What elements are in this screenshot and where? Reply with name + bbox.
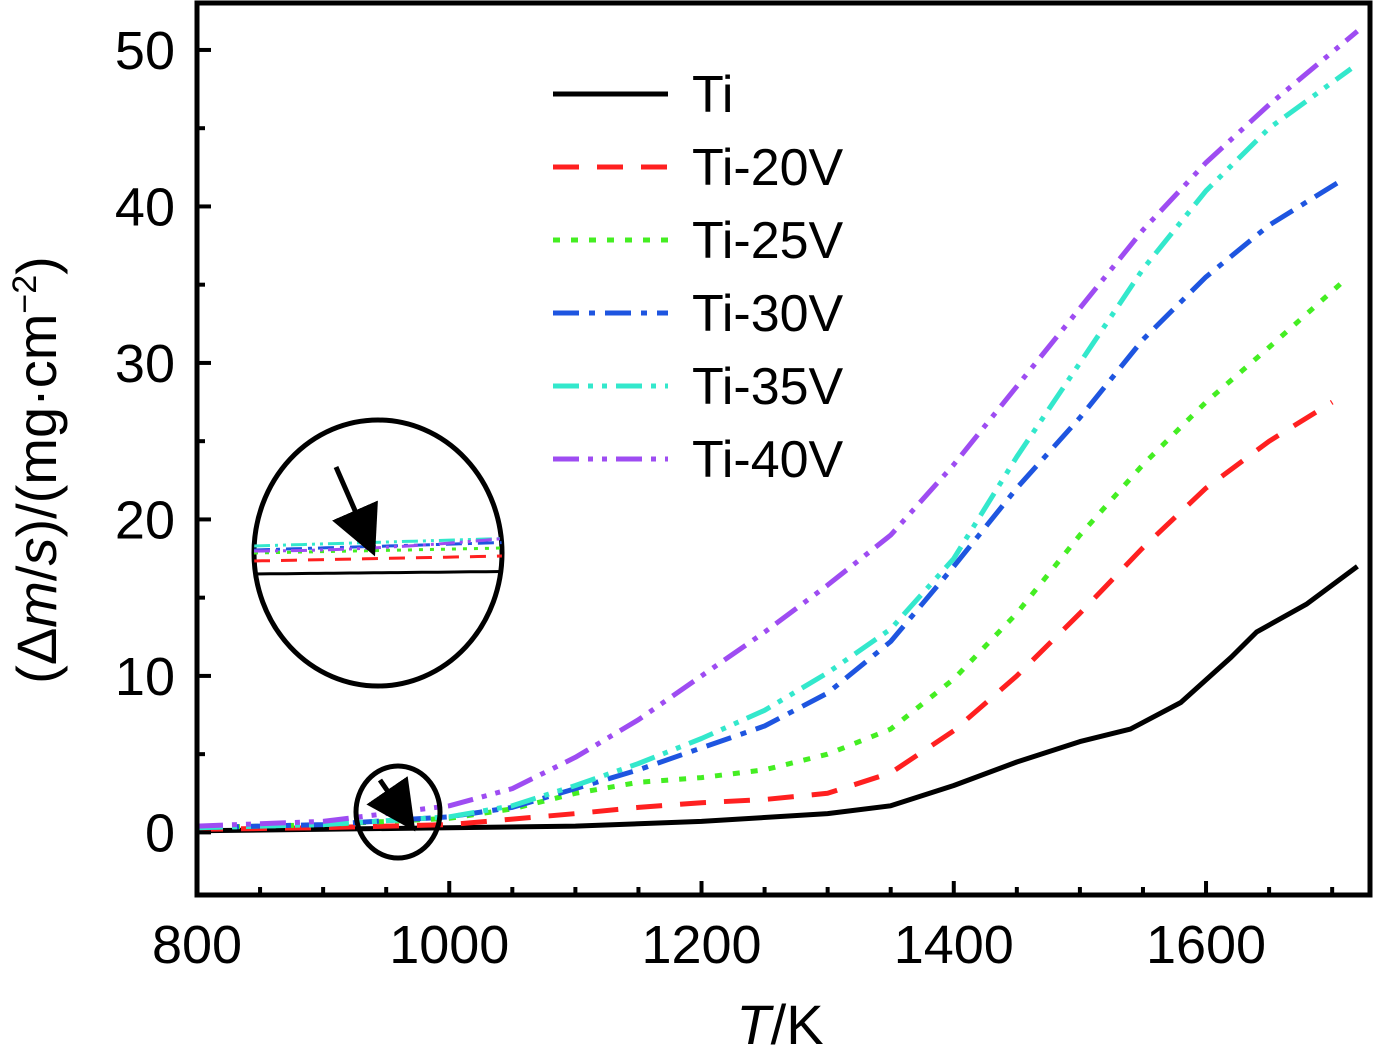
series-line-ti-30v bbox=[197, 176, 1347, 831]
legend-label: Ti-30V bbox=[692, 285, 844, 343]
inset-arrow bbox=[332, 465, 378, 557]
series-line-ti-40v bbox=[197, 29, 1359, 829]
inset-line bbox=[254, 537, 502, 553]
inset-line bbox=[254, 554, 502, 563]
x-tick-label: 1600 bbox=[1146, 915, 1266, 975]
plot-border bbox=[194, 0, 1373, 898]
legend: Ti Ti-20V Ti-25V Ti-30V Ti-35V Ti-40V bbox=[553, 66, 844, 489]
zoom-arrow bbox=[366, 776, 416, 832]
x-tick-label: 1200 bbox=[641, 915, 761, 975]
legend-label: Ti-25V bbox=[692, 212, 844, 270]
y-tick-label: 10 bbox=[115, 647, 175, 707]
x-tick-label: 1000 bbox=[389, 915, 509, 975]
series-layer bbox=[197, 29, 1359, 834]
zoom-circle bbox=[353, 763, 443, 861]
y-tick-label: 20 bbox=[115, 490, 175, 550]
series-line-ti-20v bbox=[197, 399, 1334, 832]
inset-line bbox=[254, 537, 502, 548]
legend-label: Ti-40V bbox=[692, 431, 844, 489]
legend-label: Ti bbox=[692, 66, 733, 124]
x-axis-title-unit: /K bbox=[771, 993, 824, 1047]
x-tick-label: 800 bbox=[152, 915, 242, 975]
y-tick-label: 0 bbox=[145, 803, 175, 863]
y-tick-label: 40 bbox=[115, 177, 175, 237]
series-line-ti-25v bbox=[197, 278, 1347, 831]
inset-lines bbox=[254, 537, 502, 576]
y-axis-title: (Δm/s)/(mg·cm−2) bbox=[5, 256, 68, 684]
series-line-ti-35v bbox=[197, 66, 1353, 831]
y-axis-ticks: 0 10 20 30 40 50 bbox=[115, 21, 211, 863]
series-line-ti bbox=[197, 564, 1359, 834]
plot-frame bbox=[194, 0, 1373, 898]
inset-line bbox=[254, 541, 502, 552]
x-axis-title-italic: T bbox=[736, 993, 774, 1047]
x-tick-label: 1400 bbox=[894, 915, 1014, 975]
x-axis-ticks: 800 1000 1200 1400 1600 bbox=[152, 881, 1335, 975]
inset-magnifier bbox=[251, 417, 505, 689]
legend-label: Ti-20V bbox=[692, 139, 844, 197]
y-tick-label: 50 bbox=[115, 21, 175, 81]
inset-line bbox=[254, 546, 502, 555]
zoom-marker bbox=[353, 763, 443, 861]
y-tick-label: 30 bbox=[115, 334, 175, 394]
x-axis-title: T/K bbox=[736, 993, 823, 1047]
legend-label: Ti-35V bbox=[692, 358, 844, 416]
inset-line bbox=[254, 570, 502, 576]
